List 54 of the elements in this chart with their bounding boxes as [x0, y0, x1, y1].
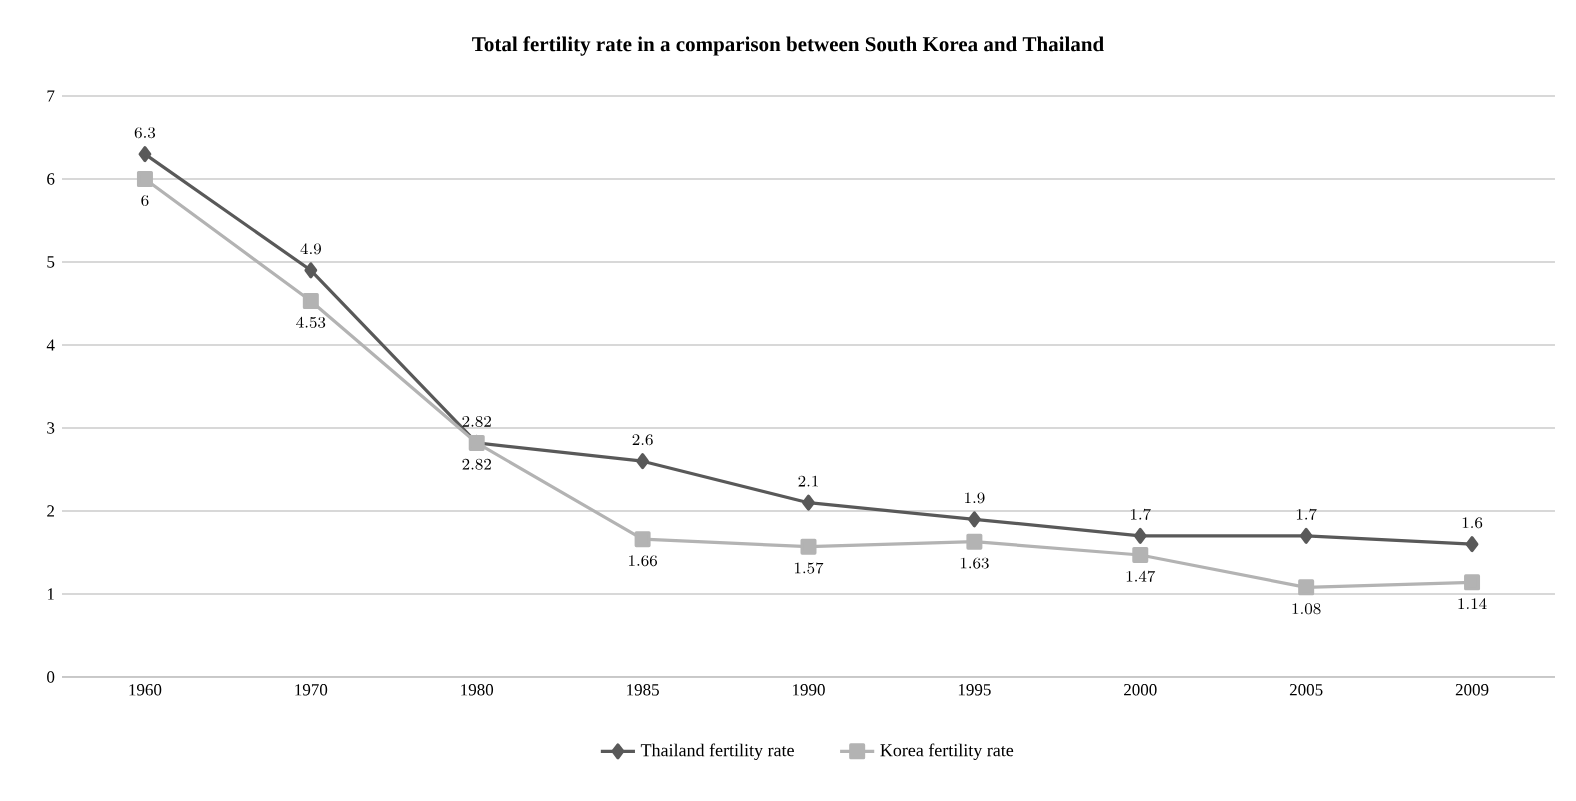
y-tick-label: 2: [47, 505, 54, 517]
y-tick-label: 3: [47, 422, 55, 434]
point: [1465, 536, 1479, 553]
x-tick-label: 1995: [958, 684, 991, 696]
chart-title: Total fertility rate in a comparison between South Korea and Thailand: [472, 36, 1104, 56]
x-tick-label: 1980: [461, 684, 494, 696]
y-tick-label: 4: [46, 339, 55, 351]
y-tick-label: 1: [47, 588, 54, 600]
x-tick-label: 1990: [793, 684, 825, 696]
data-label: 4.9: [300, 243, 321, 255]
data-label: 6.3: [134, 127, 156, 139]
point: [302, 293, 319, 309]
point: [636, 453, 650, 470]
legend-label: Korea fertility rate: [880, 743, 1014, 761]
data-label: 2. 1: [798, 475, 819, 487]
data-label: 4.53: [296, 316, 326, 328]
point: [1299, 527, 1313, 544]
data-label: 1 .47: [1126, 570, 1156, 582]
point: [1298, 579, 1315, 596]
x-tick-label: 2009: [1455, 684, 1489, 696]
data-label: 1 .63: [960, 557, 989, 569]
y-tick-label: 0: [47, 671, 55, 683]
point: [966, 533, 983, 550]
data-label: 1 .7: [1130, 508, 1151, 520]
data-label: 1 . 14: [1458, 598, 1487, 609]
y-tick-label: 5: [47, 256, 55, 268]
data-label: 1 .6: [1462, 517, 1483, 529]
data-label: 6: [141, 194, 149, 206]
point: [802, 494, 815, 511]
x-tick-label: 2005: [1289, 684, 1323, 696]
point: [138, 146, 152, 163]
y-tick-label: 7: [47, 90, 55, 102]
point: [800, 538, 817, 555]
point: [136, 170, 153, 187]
x-tick-label: 1970: [295, 684, 328, 696]
data-label: 2.82: [462, 416, 491, 428]
data-label: 2.82: [462, 458, 491, 470]
data-label: 2.6: [632, 434, 653, 446]
point: [304, 262, 318, 279]
y-tick-label: 6: [47, 173, 55, 185]
point: [1133, 527, 1147, 544]
point: [967, 511, 981, 528]
x-tick-label: 1985: [627, 684, 659, 696]
data-label: 1 .08: [1292, 603, 1321, 615]
data-label: 1 .57: [794, 562, 824, 574]
data-label: 1 .9: [965, 492, 985, 504]
x-tick-label: 2000: [1124, 684, 1157, 696]
point: [1464, 574, 1481, 591]
x-tick-label: 1960: [129, 684, 162, 696]
legend-label: Thailand fertility rate: [640, 743, 794, 761]
point: [1132, 546, 1149, 563]
data-label: 1 .7: [1296, 508, 1317, 520]
point: [634, 531, 651, 548]
data-label: 1 .66: [629, 555, 657, 567]
